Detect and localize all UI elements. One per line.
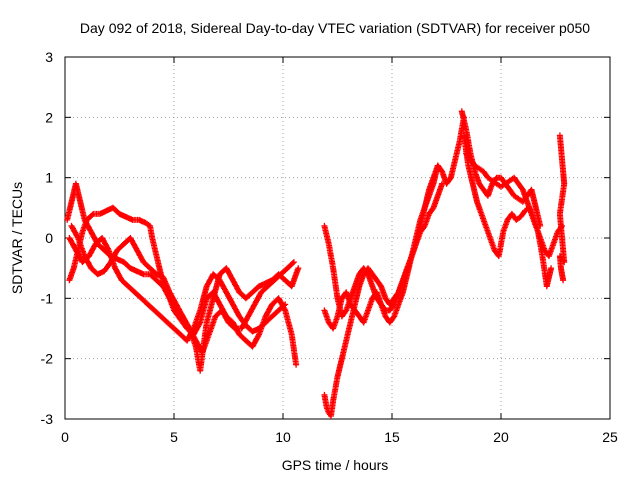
x-tick-label: 25 — [602, 429, 618, 445]
y-tick-label: 0 — [45, 230, 53, 246]
series-track-f — [321, 162, 441, 320]
series-points — [64, 108, 568, 419]
series-track-k — [556, 132, 568, 284]
point-marks — [321, 114, 467, 419]
ticks: 0 5 10 15 20 25 -3 -2 -1 0 1 2 3 — [41, 49, 618, 445]
x-tick-label: 20 — [493, 429, 509, 445]
series-track-j — [463, 150, 544, 229]
x-axis-label: GPS time / hours — [282, 457, 389, 473]
point-marks — [321, 180, 446, 332]
chart-title: Day 092 of 2018, Sidereal Day-to-day VTE… — [80, 20, 590, 36]
point-marks — [460, 132, 555, 290]
x-tick-label: 0 — [61, 429, 69, 445]
y-tick-label: 2 — [45, 109, 53, 125]
series-track-d — [68, 222, 302, 374]
series-track-e — [321, 114, 467, 419]
series-track-i — [460, 132, 555, 290]
y-tick-label: -1 — [41, 290, 54, 306]
y-tick-label: -2 — [41, 351, 54, 367]
point-marks — [556, 132, 568, 284]
point-marks — [68, 222, 302, 374]
point-marks — [321, 162, 441, 320]
series-track-g — [321, 180, 446, 332]
point-marks — [463, 150, 544, 229]
x-tick-label: 15 — [384, 429, 400, 445]
x-tick-label: 10 — [275, 429, 291, 445]
y-tick-label: 1 — [45, 170, 53, 186]
y-axis-label: SDTVAR / TECUs — [9, 182, 25, 294]
y-tick-label: 3 — [45, 49, 53, 65]
x-tick-label: 5 — [170, 429, 178, 445]
y-tick-label: -3 — [41, 411, 54, 427]
